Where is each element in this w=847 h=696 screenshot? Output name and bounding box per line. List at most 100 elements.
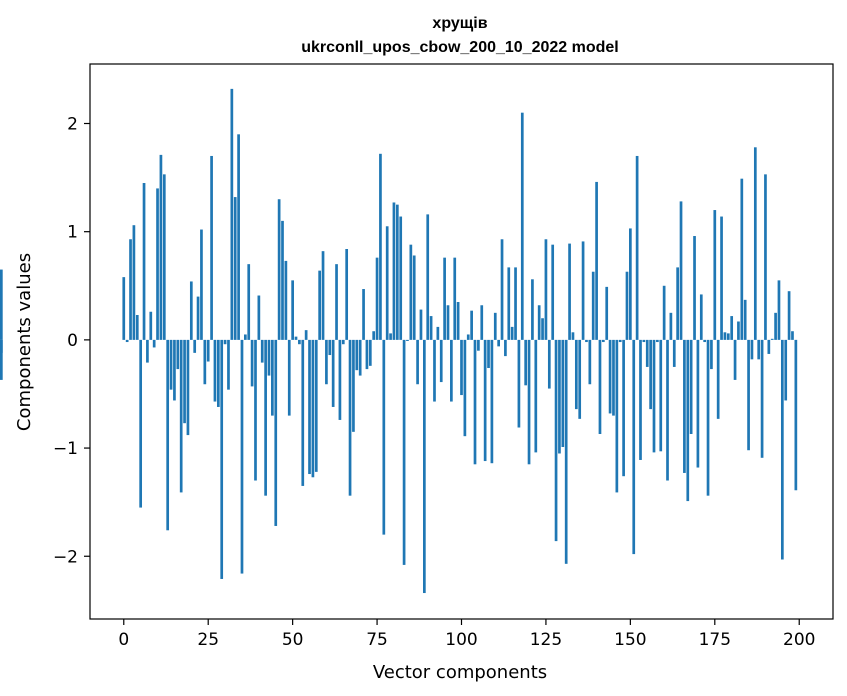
bar [450, 339, 453, 402]
bar [331, 339, 335, 407]
bar [693, 236, 696, 340]
bar [662, 285, 666, 340]
bar [520, 112, 524, 340]
bar [358, 339, 362, 376]
bar [544, 239, 548, 340]
bar [348, 339, 352, 496]
bar [362, 289, 365, 340]
bar [534, 339, 538, 453]
bar [588, 339, 592, 385]
bar [189, 281, 193, 340]
bar [618, 339, 622, 343]
bar [220, 339, 224, 579]
plot-frame [89, 63, 834, 620]
bar [598, 339, 602, 434]
bar [453, 257, 457, 340]
bar [466, 334, 470, 340]
bar [200, 229, 203, 340]
bar [271, 339, 274, 416]
bar [696, 339, 700, 468]
bar [460, 339, 463, 396]
bar [615, 339, 619, 493]
bar [142, 183, 146, 340]
bar [723, 332, 727, 340]
bar [216, 339, 220, 407]
bar [382, 339, 386, 535]
bar [352, 339, 355, 432]
bar [372, 331, 376, 340]
bar [166, 339, 170, 531]
bar [125, 339, 129, 343]
x-tick-label: 150 [614, 630, 646, 650]
bar [260, 339, 264, 363]
bar [355, 339, 359, 371]
bar [254, 339, 257, 481]
bar [591, 271, 595, 340]
bar [183, 339, 186, 424]
bar [574, 339, 578, 410]
bar [389, 333, 392, 340]
bar [787, 291, 791, 340]
bar [581, 241, 585, 340]
bar [649, 339, 652, 410]
bar [672, 339, 676, 367]
bar [429, 316, 433, 340]
bar [426, 214, 430, 340]
bar [770, 338, 774, 340]
bar [487, 339, 490, 369]
bar [706, 339, 710, 496]
bar [635, 155, 639, 340]
bar [176, 339, 180, 370]
bar [541, 318, 544, 340]
bar [595, 181, 598, 340]
bar [514, 267, 517, 340]
bar [152, 339, 156, 348]
bar [561, 339, 565, 447]
bar [416, 339, 419, 385]
bar [412, 255, 416, 340]
bar [244, 334, 247, 340]
bar [666, 339, 669, 481]
y-axis: −2 −1 0 1 2 [53, 115, 90, 567]
bar [146, 339, 149, 363]
bar [612, 339, 615, 416]
bar [193, 339, 197, 353]
bar [395, 204, 399, 340]
bar [368, 339, 372, 366]
bar [233, 197, 237, 340]
bar [629, 228, 632, 340]
bar [774, 312, 777, 340]
bar [0, 269, 3, 340]
bar [669, 312, 673, 340]
bar [689, 339, 693, 434]
bar [473, 339, 477, 465]
bar [747, 339, 750, 451]
bar [409, 244, 413, 340]
x-tick-label: 75 [366, 630, 388, 650]
x-tick-label: 25 [197, 630, 219, 650]
bar [497, 339, 500, 347]
bar [274, 339, 278, 526]
bar [777, 280, 781, 340]
bar [622, 339, 625, 477]
bar [753, 147, 757, 340]
bar [608, 339, 612, 414]
bar [443, 257, 446, 340]
y-tick-label: 1 [67, 223, 78, 243]
bar [642, 339, 646, 343]
bar [507, 267, 511, 340]
x-tick-label: 50 [282, 630, 304, 650]
bar [284, 260, 288, 340]
bar [531, 279, 534, 340]
bar [203, 339, 207, 385]
bar [318, 270, 321, 340]
bar [578, 339, 582, 419]
bar [365, 339, 369, 370]
bar [223, 339, 227, 345]
bar [423, 339, 426, 594]
bar [132, 225, 136, 340]
bar [733, 339, 737, 380]
chart-subtitle: ukrconll_upos_cbow_200_10_2022 model [301, 39, 618, 56]
bar [601, 339, 605, 343]
x-axis: 0 25 50 75 100 125 150 175 200 [118, 619, 815, 650]
